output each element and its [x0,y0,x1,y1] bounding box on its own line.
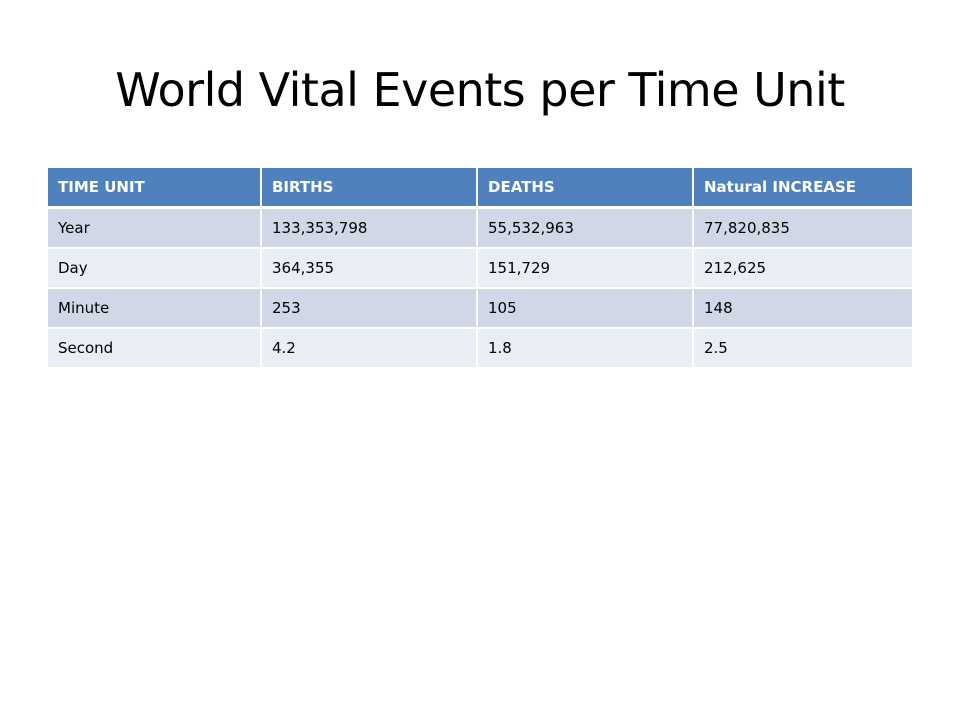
births-cell: 364,355 [262,249,478,289]
column-header-births: BIRTHS [262,168,478,209]
table-row: Second 4.2 1.8 2.5 [48,329,912,369]
time-unit-cell: Year [48,209,262,249]
column-header-time-unit: TIME UNIT [48,168,262,209]
table-row: Year 133,353,798 55,532,963 77,820,835 [48,209,912,249]
column-header-natural-increase: Natural INCREASE [694,168,912,209]
births-cell: 133,353,798 [262,209,478,249]
natural-increase-cell: 77,820,835 [694,209,912,249]
births-cell: 4.2 [262,329,478,369]
deaths-cell: 1.8 [478,329,694,369]
deaths-cell: 55,532,963 [478,209,694,249]
time-unit-cell: Day [48,249,262,289]
deaths-cell: 151,729 [478,249,694,289]
time-unit-cell: Minute [48,289,262,329]
column-header-deaths: DEATHS [478,168,694,209]
natural-increase-cell: 212,625 [694,249,912,289]
table-header-row: TIME UNIT BIRTHS DEATHS Natural INCREASE [48,168,912,209]
natural-increase-cell: 2.5 [694,329,912,369]
time-unit-cell: Second [48,329,262,369]
natural-increase-cell: 148 [694,289,912,329]
slide-title: World Vital Events per Time Unit [115,63,845,117]
deaths-cell: 105 [478,289,694,329]
table-row: Day 364,355 151,729 212,625 [48,249,912,289]
births-cell: 253 [262,289,478,329]
vital-events-table: TIME UNIT BIRTHS DEATHS Natural INCREASE… [48,168,912,369]
table-row: Minute 253 105 148 [48,289,912,329]
